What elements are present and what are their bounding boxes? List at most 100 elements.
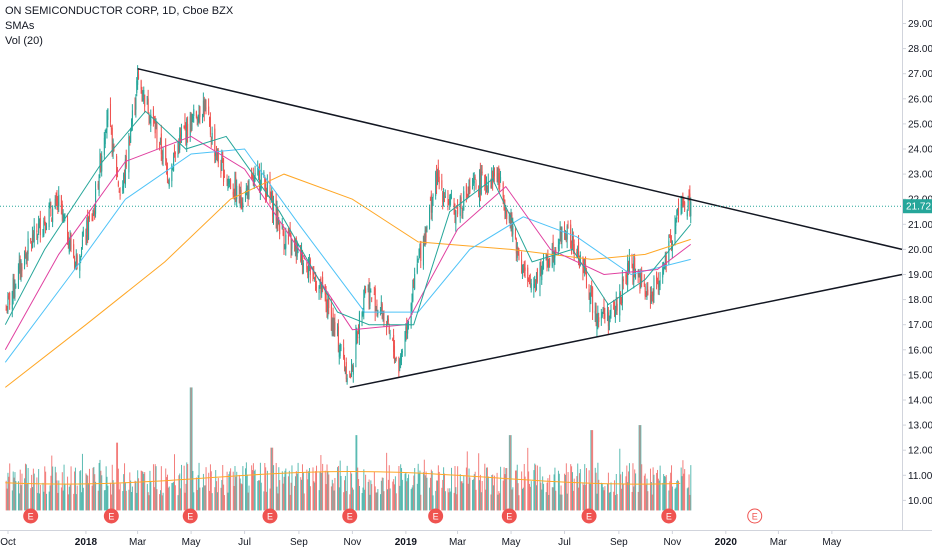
volume-bar (487, 476, 489, 511)
candle-body (110, 128, 112, 130)
candle-body (37, 234, 39, 239)
volume-bar (456, 494, 458, 511)
earnings-marker[interactable] (342, 508, 358, 524)
candle-body (159, 143, 161, 148)
candle-body (290, 235, 292, 251)
volume-bar (373, 471, 375, 511)
candle-body (601, 312, 603, 317)
volume-bar (131, 491, 133, 511)
candle-body (208, 106, 210, 114)
candle-body (39, 218, 41, 236)
candle-body (266, 181, 268, 195)
volume-bar (426, 477, 428, 511)
time-axis[interactable]: Oct 2018 Mar May Jul Sep Nov 2019 Mar May Jul Sep No… (0, 530, 841, 548)
candle-body (502, 182, 504, 197)
volume-bar (406, 481, 408, 511)
candle-body (88, 215, 90, 219)
trendline[interactable] (349, 273, 903, 389)
volume-bar (160, 466, 162, 511)
candle-body (376, 304, 378, 309)
candle-body (330, 304, 332, 331)
earnings-marker[interactable] (262, 508, 278, 524)
volume-bar (202, 473, 204, 511)
volume-bar (450, 491, 452, 511)
candle-body (236, 185, 238, 200)
volume-bar (56, 480, 58, 511)
volume-bar (93, 466, 95, 511)
volume-bar (5, 480, 7, 511)
candle-body (9, 293, 11, 305)
volume-bar (308, 468, 310, 511)
candle-body (227, 179, 229, 185)
volume-bar (318, 490, 320, 511)
volume-bar (100, 470, 102, 511)
earnings-marker[interactable] (501, 508, 517, 524)
volume-bar (683, 473, 685, 511)
volume-bar (564, 473, 566, 511)
candle-body (291, 240, 293, 249)
volume-bar (162, 492, 164, 511)
price-axis[interactable]: 29.0028.0027.0026.0025.0024.0023.0022.00… (902, 19, 932, 507)
candle-body (438, 176, 440, 184)
earnings-marker[interactable] (182, 508, 198, 524)
volume-bar (448, 492, 450, 511)
earnings-marker[interactable] (23, 508, 39, 524)
candle-body (93, 211, 95, 216)
volume-bar (75, 494, 77, 511)
volume-indicator-label[interactable]: Vol (20) (5, 35, 43, 47)
volume-bar (509, 435, 511, 511)
trendline[interactable] (137, 67, 903, 251)
volume-bar (554, 467, 556, 511)
symbol-title[interactable]: ON SEMICONDUCTOR CORP, 1D, Cboe BZX (5, 5, 234, 17)
volume-bar (668, 490, 670, 511)
volume-bar (387, 489, 389, 511)
volume-bar (97, 490, 99, 511)
volume-bar (300, 477, 302, 511)
earnings-marker[interactable] (661, 508, 677, 524)
earnings-marker[interactable] (581, 508, 597, 524)
candle-body (67, 236, 69, 249)
volume-bar (332, 483, 334, 511)
volume-bar (512, 487, 514, 511)
volume-bar (117, 442, 119, 511)
candle-body (533, 283, 535, 290)
candles[interactable] (5, 65, 692, 385)
candle-body (634, 257, 636, 275)
candle-body (665, 255, 667, 267)
candle-body (197, 122, 199, 124)
candle-body (252, 176, 254, 178)
candle-body (271, 193, 273, 202)
volume-bar (31, 474, 33, 511)
price-tick-label: 23.00 (908, 170, 932, 181)
candle-body (112, 139, 114, 153)
candle-body (95, 188, 97, 214)
volume-bar (165, 468, 167, 511)
candle-body (240, 189, 242, 201)
volume-bar (518, 495, 520, 511)
volume-bar (279, 480, 281, 511)
candle-body (183, 125, 185, 128)
candle-body (675, 220, 677, 227)
time-tick-label: 2020 (715, 537, 738, 548)
volume-bar (677, 479, 679, 511)
volume-bar (184, 492, 186, 511)
candle-body (547, 256, 549, 267)
volume-bar (216, 492, 218, 511)
earnings-marker[interactable] (428, 508, 444, 524)
candle-body (676, 216, 678, 220)
earnings-marker[interactable] (747, 508, 763, 524)
candle-body (314, 277, 316, 281)
candle-body (573, 244, 575, 255)
price-tick-label: 17.00 (908, 320, 932, 331)
candle-body (186, 119, 188, 145)
volume-bar (179, 473, 181, 511)
volume-bar (479, 480, 481, 511)
price-tick-label: 25.00 (908, 119, 932, 130)
volume-bar (455, 487, 457, 511)
candle-body (62, 213, 64, 216)
sma-indicator-label[interactable]: SMAs (5, 20, 35, 32)
earnings-marker[interactable] (103, 508, 119, 524)
